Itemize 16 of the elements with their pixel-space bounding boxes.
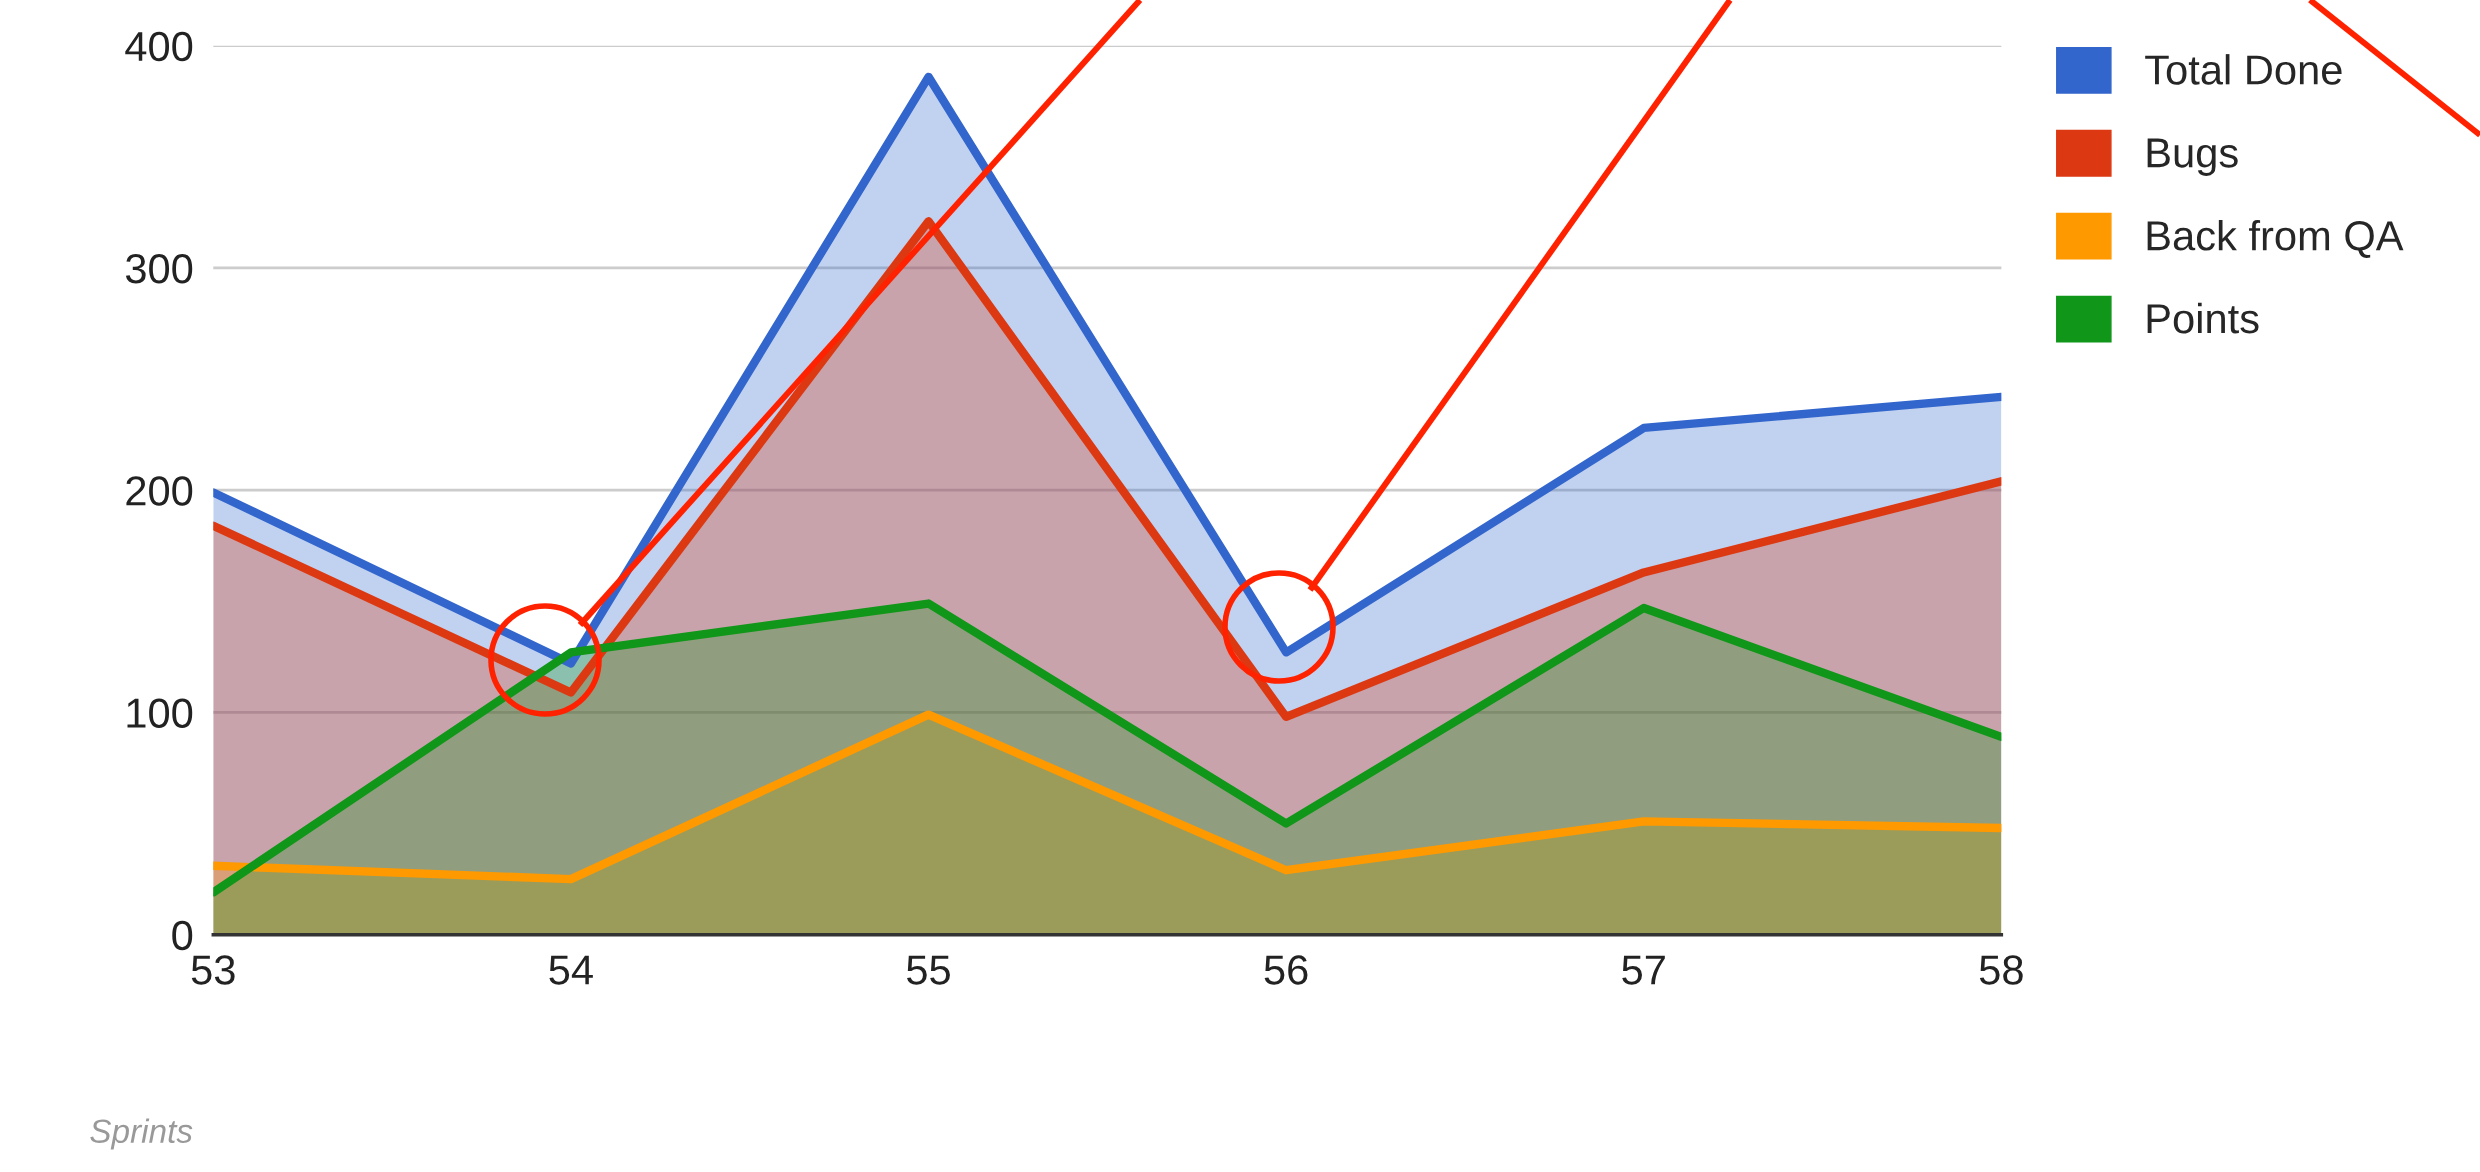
x-tick-label: 54 xyxy=(549,955,593,985)
x-tick-label: 53 xyxy=(191,955,235,985)
legend-label: Points xyxy=(2147,302,2259,334)
y-tick-label: 0 xyxy=(172,920,193,951)
x-tick-label: 55 xyxy=(907,955,950,985)
y-tick-label: 400 xyxy=(125,31,193,62)
x-tick-label: 56 xyxy=(1264,955,1308,985)
x-axis-title: Sprints xyxy=(90,1118,193,1150)
legend-label: Back from QA xyxy=(2147,219,2404,259)
legend-label: Bugs xyxy=(2147,138,2238,176)
y-tick-label: 100 xyxy=(127,698,193,728)
x-tick-label: 57 xyxy=(1622,955,1665,985)
legend-label: Total Done xyxy=(2145,54,2342,85)
y-tick-label: 300 xyxy=(125,253,193,284)
y-tick-label: 200 xyxy=(126,476,193,506)
x-tick-label: 58 xyxy=(1979,955,2023,985)
